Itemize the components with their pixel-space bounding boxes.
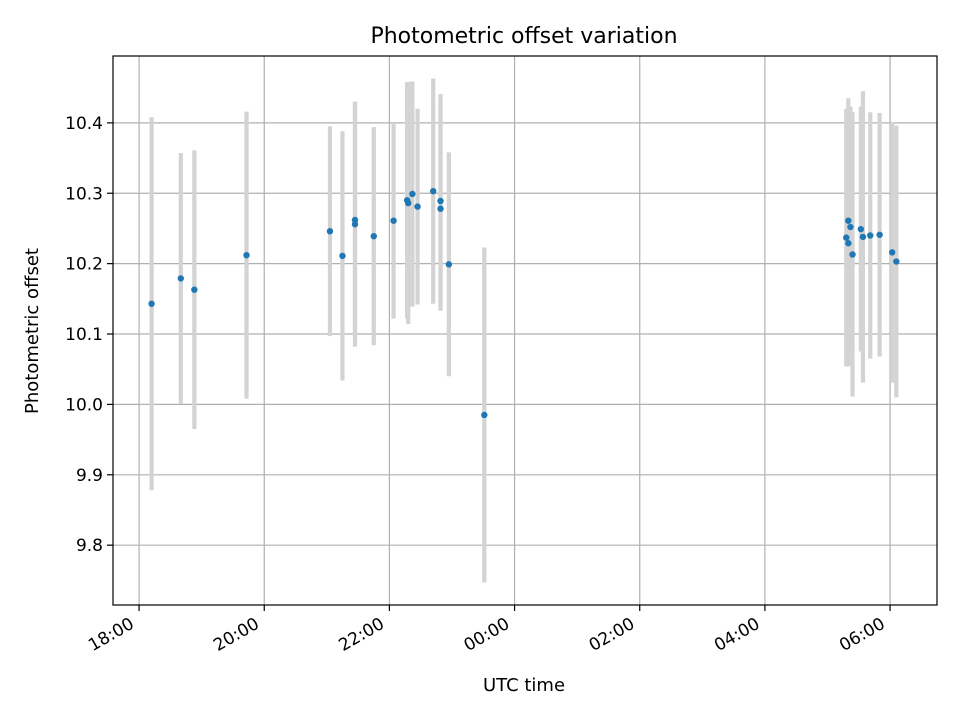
data-point — [414, 203, 421, 210]
data-point — [390, 217, 397, 224]
data-point — [191, 286, 198, 293]
y-tick-label: 10.4 — [65, 114, 103, 134]
data-point — [326, 228, 334, 235]
data-point — [437, 197, 444, 205]
data-point — [437, 205, 444, 212]
x-tick-label: 18:00 — [85, 614, 137, 656]
error-bars — [149, 78, 899, 583]
data-point — [845, 217, 852, 224]
x-axis-label: UTC time — [483, 675, 565, 696]
data-points — [148, 187, 900, 419]
y-tick-label: 10.1 — [65, 325, 103, 345]
data-point — [893, 258, 900, 265]
data-point — [351, 221, 359, 228]
data-point — [876, 231, 883, 238]
y-tick-label: 10.0 — [65, 395, 103, 415]
y-axis-label: Photometric offset — [22, 248, 43, 414]
data-point — [857, 225, 865, 233]
y-axis-ticks: 9.8 9.9 10.0 10.1 10.2 10.3 10.4 — [65, 114, 113, 556]
grid — [113, 56, 937, 605]
y-tick-label: 10.3 — [65, 184, 103, 204]
data-point — [847, 223, 854, 231]
data-point — [430, 187, 437, 195]
x-tick-label: 06:00 — [836, 614, 888, 656]
x-tick-label: 22:00 — [335, 614, 387, 656]
data-point — [859, 233, 867, 241]
data-point — [867, 232, 874, 239]
x-axis-ticks: 18:00 20:00 22:00 00:00 02:00 04:00 06:00 — [85, 605, 891, 656]
y-tick-label: 9.9 — [76, 466, 103, 486]
y-tick-label: 9.8 — [76, 536, 103, 556]
x-tick-label: 04:00 — [711, 614, 763, 656]
data-point — [409, 190, 416, 198]
data-point — [843, 234, 850, 241]
data-point — [243, 251, 250, 259]
x-tick-label: 00:00 — [461, 614, 513, 656]
data-point — [845, 240, 852, 247]
plot-area-frame — [112, 55, 938, 606]
data-point — [148, 300, 155, 307]
y-tick-label: 10.2 — [65, 255, 103, 275]
x-tick-label: 02:00 — [586, 614, 638, 656]
data-point — [177, 275, 184, 282]
data-point — [481, 411, 488, 419]
data-point — [849, 251, 856, 258]
data-point — [404, 199, 412, 207]
x-tick-label: 20:00 — [210, 614, 262, 656]
data-point — [445, 261, 453, 268]
data-point — [370, 232, 377, 240]
data-point — [888, 249, 896, 256]
data-point — [339, 252, 346, 260]
chart-title: Photometric offset variation — [370, 24, 677, 49]
